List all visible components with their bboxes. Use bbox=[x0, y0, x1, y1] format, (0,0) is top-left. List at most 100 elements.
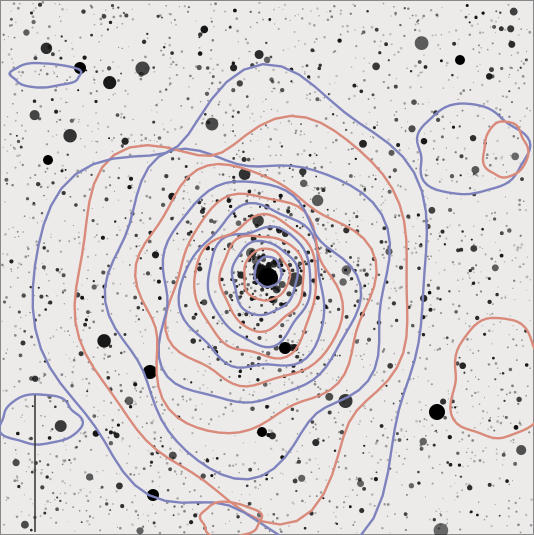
grain bbox=[285, 100, 289, 104]
grain bbox=[110, 139, 114, 142]
grain bbox=[453, 212, 455, 215]
grain bbox=[212, 9, 215, 12]
star bbox=[354, 157, 357, 161]
grain bbox=[112, 7, 115, 10]
star bbox=[189, 520, 194, 525]
star bbox=[92, 279, 95, 283]
grain bbox=[139, 77, 143, 81]
star bbox=[455, 361, 460, 366]
grain bbox=[72, 506, 75, 508]
grain bbox=[305, 345, 308, 348]
star bbox=[331, 113, 335, 116]
grain bbox=[457, 98, 459, 101]
star bbox=[152, 66, 155, 69]
grain bbox=[501, 155, 504, 158]
grain bbox=[382, 2, 385, 5]
grain bbox=[141, 426, 144, 428]
star bbox=[211, 316, 215, 319]
grain bbox=[370, 25, 374, 29]
grain bbox=[452, 303, 455, 306]
grain bbox=[148, 196, 152, 199]
grain bbox=[211, 200, 214, 202]
grain bbox=[129, 473, 132, 476]
grain bbox=[514, 299, 516, 301]
grain bbox=[127, 453, 129, 455]
grain bbox=[521, 75, 525, 78]
grain bbox=[101, 302, 105, 306]
grain bbox=[476, 245, 478, 247]
grain bbox=[232, 291, 236, 294]
grain bbox=[180, 505, 184, 508]
star bbox=[384, 42, 388, 47]
grain bbox=[337, 465, 341, 469]
grain bbox=[516, 137, 519, 140]
star bbox=[231, 299, 234, 302]
star bbox=[317, 66, 322, 71]
grain bbox=[313, 186, 316, 189]
grain bbox=[269, 154, 272, 157]
grain bbox=[228, 103, 232, 107]
star bbox=[101, 14, 107, 19]
grain bbox=[463, 147, 466, 150]
grain bbox=[147, 37, 149, 39]
grain bbox=[10, 48, 13, 51]
grain bbox=[97, 122, 100, 125]
star bbox=[338, 354, 341, 357]
grain bbox=[393, 114, 396, 116]
grain bbox=[176, 497, 179, 500]
grain bbox=[384, 444, 388, 448]
grain bbox=[34, 6, 37, 10]
grain bbox=[460, 198, 462, 200]
grain bbox=[384, 199, 386, 201]
grain bbox=[477, 378, 480, 381]
grain bbox=[333, 417, 336, 420]
grain bbox=[530, 498, 533, 501]
grain bbox=[521, 345, 525, 348]
grain bbox=[253, 391, 255, 393]
star bbox=[311, 194, 324, 207]
grain bbox=[59, 250, 63, 253]
grain bbox=[390, 287, 392, 290]
star bbox=[94, 99, 98, 104]
grain bbox=[492, 323, 495, 326]
grain bbox=[522, 62, 526, 65]
grain bbox=[344, 495, 347, 498]
contour bbox=[0, 393, 85, 446]
grain bbox=[461, 438, 464, 441]
grain bbox=[301, 153, 303, 155]
grain bbox=[476, 114, 480, 118]
grain bbox=[221, 234, 224, 237]
grain bbox=[369, 136, 372, 138]
grain bbox=[529, 320, 531, 322]
grain bbox=[111, 502, 115, 506]
star bbox=[295, 354, 300, 359]
grain bbox=[514, 81, 518, 85]
grain bbox=[65, 354, 67, 356]
grain bbox=[383, 502, 386, 506]
grain bbox=[196, 283, 199, 286]
star bbox=[20, 340, 26, 346]
grain bbox=[307, 330, 309, 332]
grain bbox=[205, 258, 208, 260]
grain bbox=[92, 356, 95, 359]
grain bbox=[17, 266, 19, 269]
grain bbox=[502, 415, 505, 417]
grain bbox=[462, 465, 464, 468]
grain bbox=[234, 435, 236, 437]
grain bbox=[242, 442, 244, 444]
grain bbox=[478, 246, 482, 249]
grain bbox=[230, 188, 232, 190]
grain bbox=[276, 517, 279, 520]
star bbox=[256, 356, 261, 361]
grain bbox=[421, 103, 424, 106]
grain bbox=[143, 180, 147, 183]
star bbox=[51, 428, 54, 431]
grain bbox=[314, 457, 317, 460]
grain bbox=[76, 175, 79, 178]
grain bbox=[508, 73, 511, 76]
star bbox=[269, 55, 273, 59]
star bbox=[78, 351, 84, 357]
star bbox=[260, 287, 265, 292]
grain bbox=[170, 309, 172, 312]
grain bbox=[466, 465, 469, 467]
